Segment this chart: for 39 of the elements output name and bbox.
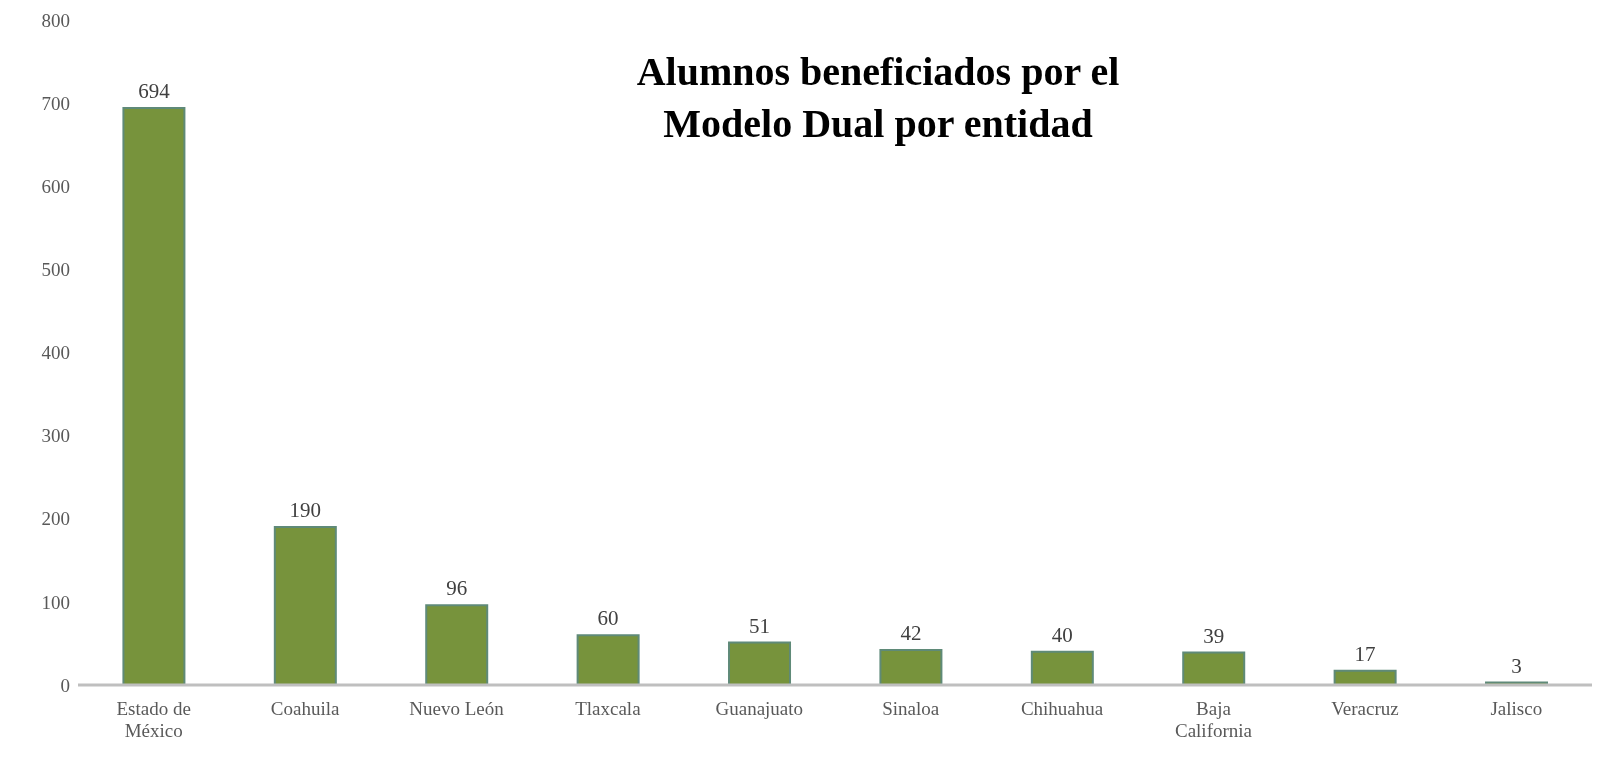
bar bbox=[879, 649, 943, 685]
data-label: 3 bbox=[1511, 653, 1522, 678]
y-tick-label: 400 bbox=[41, 342, 70, 364]
x-tick-label: Chihuahua bbox=[1020, 698, 1104, 719]
y-tick-label: 200 bbox=[41, 508, 70, 530]
y-tick-label: 300 bbox=[41, 425, 70, 447]
bar bbox=[1030, 650, 1094, 685]
bar bbox=[1333, 669, 1397, 685]
bar bbox=[1182, 651, 1246, 685]
x-tick-label: Nuevo León bbox=[409, 698, 505, 719]
bar bbox=[425, 604, 489, 685]
x-tick-label: Coahuila bbox=[270, 698, 340, 719]
y-tick-label: 800 bbox=[41, 9, 70, 31]
data-label: 60 bbox=[597, 606, 619, 631]
bar bbox=[728, 641, 792, 685]
data-label: 40 bbox=[1051, 622, 1073, 647]
data-label: 190 bbox=[289, 498, 322, 523]
data-label: 17 bbox=[1354, 641, 1376, 666]
x-tick-label: Baja California bbox=[1174, 698, 1253, 741]
x-tick-label: Tlaxcala bbox=[575, 698, 642, 719]
x-tick-label: Veracruz bbox=[1331, 698, 1399, 719]
bar bbox=[576, 634, 640, 685]
bar bbox=[122, 107, 186, 685]
data-label: 39 bbox=[1203, 623, 1225, 648]
text: Alumnos beneficiados por el Modelo Dual por entidad bbox=[635, 48, 1121, 148]
data-label: 51 bbox=[749, 613, 771, 638]
x-tick-label: Estado de México bbox=[116, 698, 191, 741]
y-tick-label: 600 bbox=[41, 175, 70, 197]
data-label: 96 bbox=[446, 576, 468, 601]
bar bbox=[273, 526, 337, 685]
data-label: 42 bbox=[900, 621, 922, 646]
y-tick-label: 700 bbox=[41, 92, 70, 114]
y-tick-label: 100 bbox=[41, 591, 70, 613]
y-tick-label: 500 bbox=[41, 259, 70, 281]
x-tick-label: Jalisco bbox=[1490, 698, 1543, 719]
x-tick-label: Sinaloa bbox=[882, 698, 940, 719]
y-tick-label: 0 bbox=[60, 674, 70, 696]
x-tick-label: Guanajuato bbox=[715, 698, 804, 719]
data-label: 694 bbox=[138, 79, 171, 104]
